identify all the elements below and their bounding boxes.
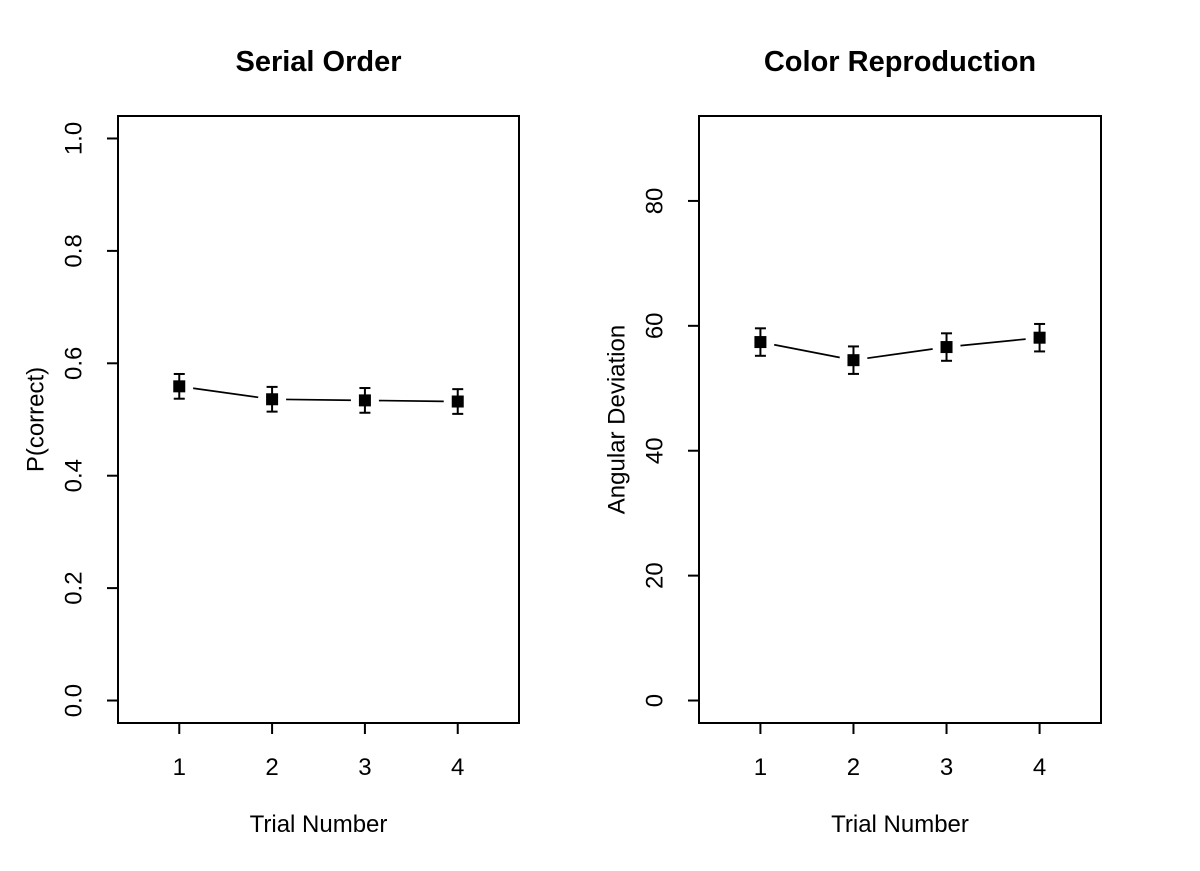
y-tick-label: 1.0: [61, 122, 88, 155]
x-tick-label: 2: [265, 754, 278, 781]
series-line-segment: [378, 399, 444, 403]
y-axis-label: Angular Deviation: [604, 325, 631, 514]
data-point-marker: [451, 395, 464, 408]
data-point-marker: [940, 341, 953, 354]
x-tick-label: 3: [940, 754, 953, 781]
y-tick-label: 20: [642, 562, 669, 589]
series-line-segment: [960, 338, 1026, 347]
x-axis-label: Trial Number: [831, 811, 969, 838]
series-line-segment: [773, 343, 840, 359]
y-tick-label: 80: [642, 188, 669, 215]
data-point-marker: [358, 394, 371, 407]
data-point-marker: [1033, 331, 1046, 344]
series-line-segment: [867, 348, 933, 360]
x-tick-label: 4: [1033, 754, 1046, 781]
y-tick-label: 40: [642, 437, 669, 464]
panel-title: Color Reproduction: [764, 46, 1036, 78]
data-point-marker: [847, 354, 860, 367]
x-tick-label: 4: [451, 754, 464, 781]
data-point-marker: [754, 336, 767, 349]
data-point-marker: [173, 380, 186, 393]
y-tick-label: 0.8: [61, 234, 88, 267]
y-tick-label: 0.4: [61, 459, 88, 492]
x-tick-label: 1: [754, 754, 767, 781]
data-point-marker: [266, 393, 279, 406]
y-tick-label: 0.6: [61, 347, 88, 380]
series-line-segment: [193, 387, 259, 399]
panel-color-reproduction: 0 20 40 60 80 1 2 3 4 Color Reproduction Trial Num…: [604, 46, 1102, 838]
y-tick-label: 0: [642, 694, 669, 707]
panel-serial-order: 0.0 0.2 0.4 0.6 0.8 1.0 1 2 3 4 Serial Order Trial …: [23, 46, 520, 838]
y-tick-label: 0.2: [61, 571, 88, 604]
series-line-segment: [286, 398, 351, 402]
y-tick-label: 60: [642, 312, 669, 339]
y-axis-label: P(correct): [23, 367, 50, 472]
panel-title: Serial Order: [235, 46, 401, 78]
plot-box: [698, 115, 1102, 724]
plot-box: [117, 115, 520, 724]
x-tick-label: 2: [847, 754, 860, 781]
y-tick-label: 0.0: [61, 684, 88, 717]
x-tick-label: 1: [173, 754, 186, 781]
x-tick-label: 3: [358, 754, 371, 781]
x-axis-label: Trial Number: [250, 811, 388, 838]
